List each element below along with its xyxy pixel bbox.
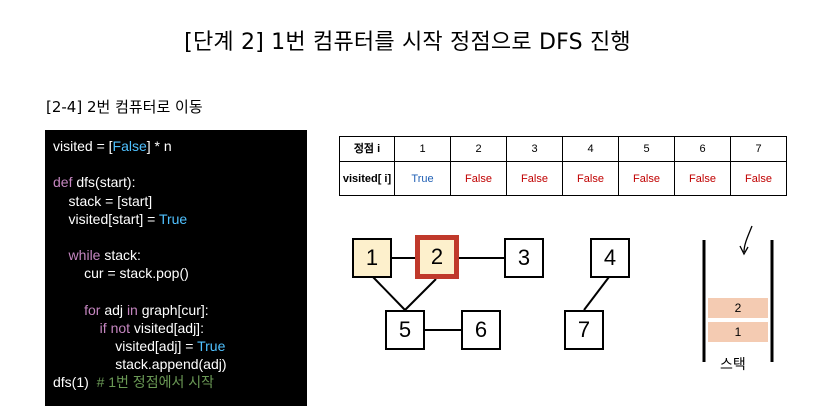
graph-node-6: 6 (461, 310, 501, 350)
graph-node-1: 1 (352, 238, 392, 278)
code-line-blank (53, 283, 307, 301)
code-line-for: for adj in graph[cur]: (53, 301, 209, 318)
vertex-cell: 3 (506, 136, 563, 162)
visited-cell: False (618, 161, 675, 196)
step-subtitle: [2-4] 2번 컴퓨터로 이동 (46, 98, 203, 116)
stack-label: 스택 (720, 357, 746, 373)
code-line-call: dfs(1) # 1번 정점에서 시작 (53, 374, 214, 391)
visited-table: 정점 i 1 2 3 4 5 6 7 visited[ i] True Fals… (339, 136, 787, 196)
code-line-visited-start: visited[start] = True (53, 210, 188, 227)
graph-node-3: 3 (504, 238, 544, 278)
edge-4-7 (583, 276, 610, 311)
table-row: 정점 i 1 2 3 4 5 6 7 (339, 136, 787, 162)
visited-cell: False (730, 161, 787, 196)
code-line-while: while stack: (53, 247, 141, 264)
code-line-pop: cur = stack.pop() (53, 265, 189, 282)
vertex-cell: 5 (618, 136, 675, 162)
visited-cell: False (562, 161, 619, 196)
vertex-cell: 1 (394, 136, 451, 162)
push-arrow-icon (743, 225, 753, 253)
code-line-append: stack.append(adj) (53, 356, 227, 373)
code-line-stack-init: stack = [start] (53, 192, 153, 209)
vertex-cell: 6 (674, 136, 731, 162)
visited-cell: False (450, 161, 507, 196)
code-block: visited = [False] * n def dfs(start): sta… (45, 130, 307, 406)
visited-cell: False (674, 161, 731, 196)
graph-node-7: 7 (564, 310, 604, 350)
stack-item-top: 2 (708, 298, 768, 318)
graph-node-5: 5 (385, 310, 425, 350)
code-line-def: def dfs(start): (53, 174, 136, 191)
page-title: [단계 2] 1번 컴퓨터를 시작 정점으로 DFS 진행 (184, 30, 631, 55)
vertex-header: 정점 i (339, 136, 395, 162)
visited-header: visited[ i] (339, 161, 395, 196)
visited-cell: True (394, 161, 451, 196)
edge-2-5 (404, 278, 437, 311)
vertex-cell: 7 (730, 136, 787, 162)
visited-cell: False (506, 161, 563, 196)
edge-1-5 (372, 276, 406, 311)
graph-node-4: 4 (590, 238, 630, 278)
code-line-visited-adj: visited[adj] = True (53, 338, 226, 355)
code-line-if: if not visited[adj]: (53, 319, 204, 336)
code-line-blank (53, 228, 307, 246)
code-line-1: visited = [False] * n (53, 138, 172, 154)
vertex-cell: 2 (450, 136, 507, 162)
graph-node-2: 2 (415, 235, 459, 279)
table-row: visited[ i] True False False False False… (339, 161, 787, 196)
stack-item-bottom: 1 (708, 322, 768, 342)
vertex-cell: 4 (562, 136, 619, 162)
code-line-blank (53, 155, 307, 173)
